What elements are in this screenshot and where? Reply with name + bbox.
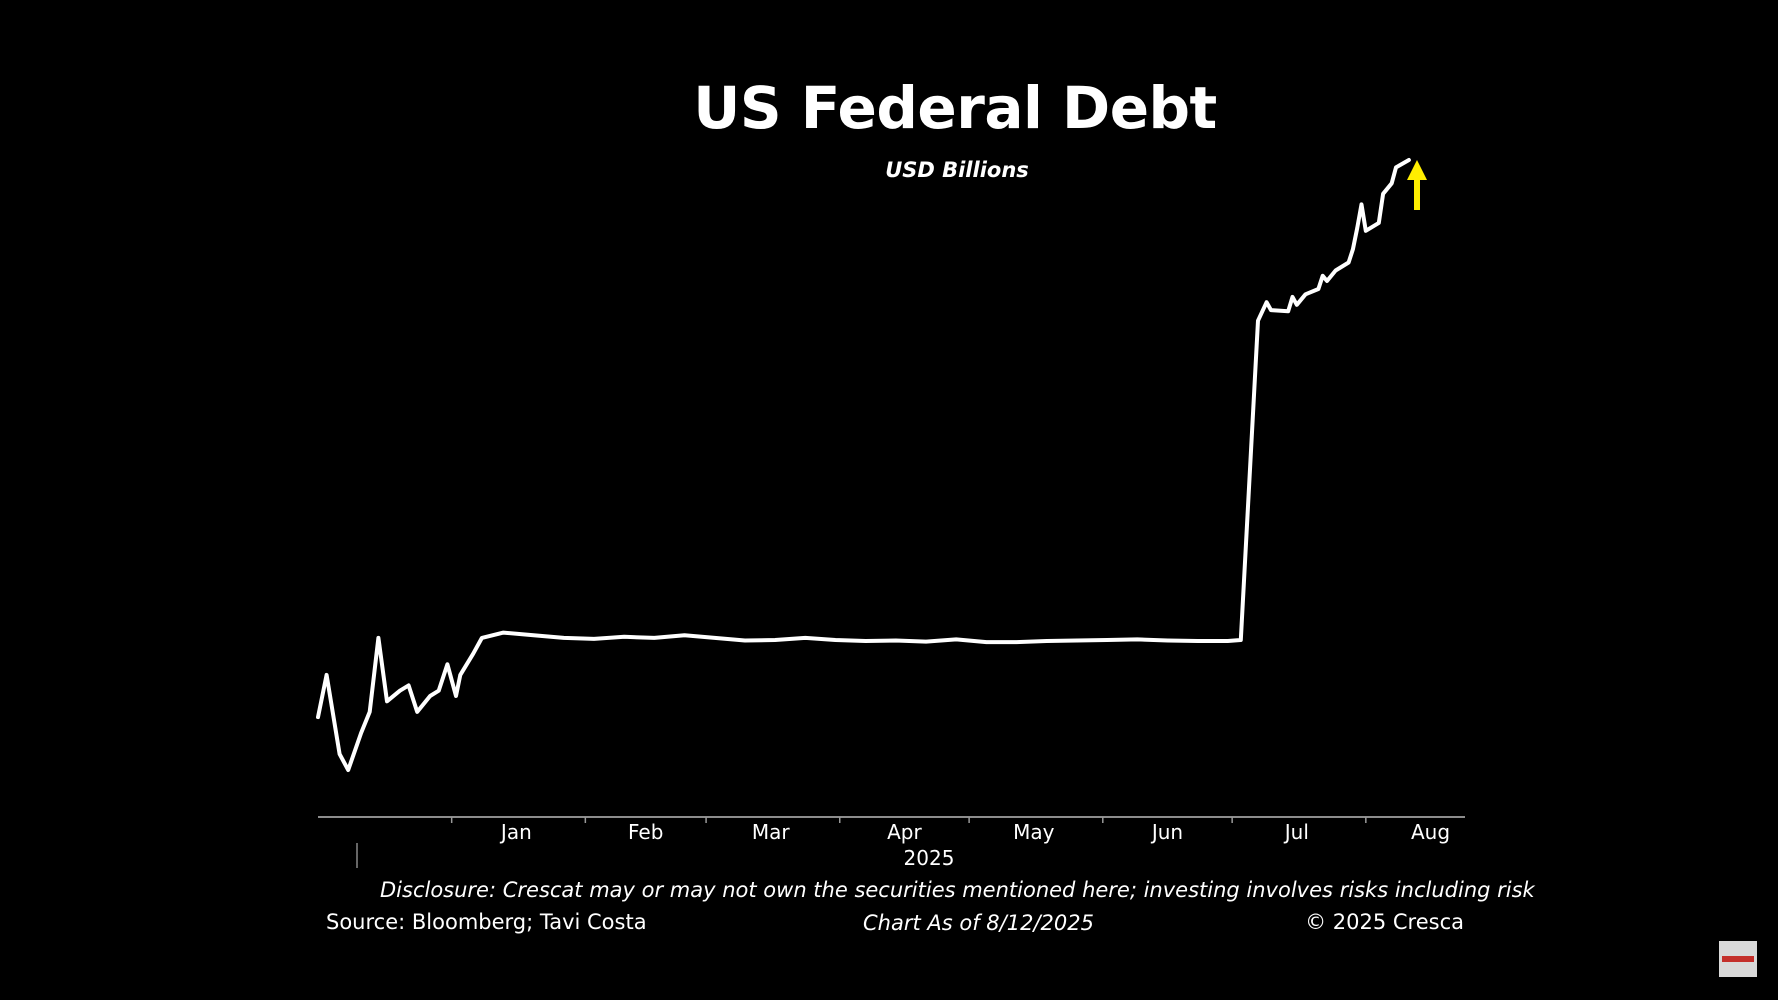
x-tick-label-apr: Apr <box>887 820 922 844</box>
chart-title: US Federal Debt <box>693 74 1217 142</box>
copyright-text: © 2025 Cresca <box>1305 910 1464 934</box>
source-text: Source: Bloomberg; Tavi Costa <box>326 910 647 934</box>
x-tick-label-jun: Jun <box>1150 820 1183 844</box>
up-arrow-icon <box>1407 160 1427 210</box>
chart-as-of-text: Chart As of 8/12/2025 <box>863 911 1094 935</box>
disclosure-text: Disclosure: Crescat may or may not own t… <box>380 878 1535 902</box>
x-tick-label-jan: Jan <box>499 820 532 844</box>
series-line-federal-debt <box>316 158 1411 772</box>
x-tick-label-feb: Feb <box>628 820 663 844</box>
x-tick-label-mar: Mar <box>752 820 791 844</box>
subscribe-button[interactable] <box>1719 941 1757 977</box>
subscribe-badge-icon <box>1722 956 1754 962</box>
x-tick-label-jul: Jul <box>1283 820 1309 844</box>
x-tick-label-may: May <box>1013 820 1055 844</box>
x-axis-year-label: 2025 <box>904 846 955 870</box>
chart-subtitle: USD Billions <box>885 158 1029 182</box>
x-tick-label-aug: Aug <box>1411 820 1450 844</box>
